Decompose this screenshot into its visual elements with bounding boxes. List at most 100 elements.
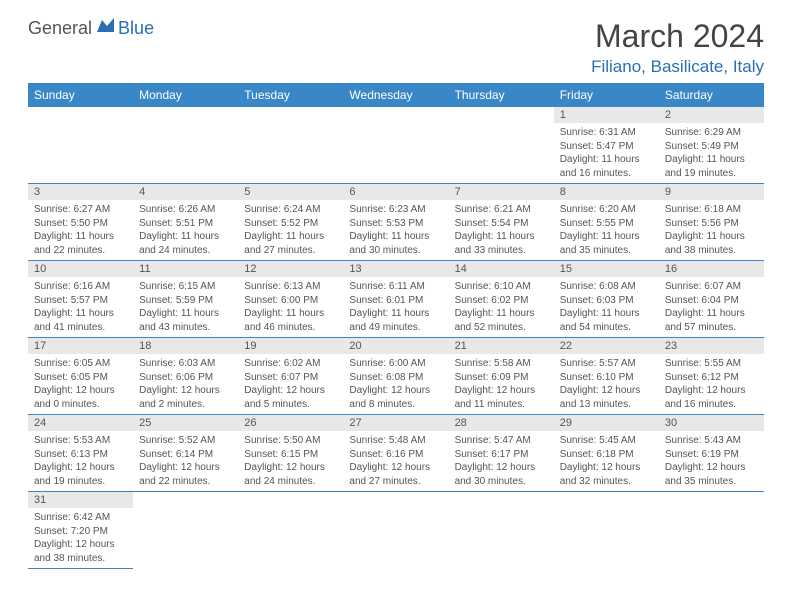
day-line-d1: Daylight: 12 hours — [34, 538, 127, 552]
day-line-ss: Sunset: 6:07 PM — [244, 371, 337, 385]
day-line-d2: and 27 minutes. — [244, 244, 337, 258]
day-line-d1: Daylight: 11 hours — [244, 307, 337, 321]
day-line-sr: Sunrise: 6:11 AM — [349, 280, 442, 294]
day-line-d2: and 57 minutes. — [665, 321, 758, 335]
day-line-d2: and 30 minutes. — [455, 475, 548, 489]
day-info: Sunrise: 5:48 AMSunset: 6:16 PMDaylight:… — [343, 431, 448, 491]
day-line-d1: Daylight: 11 hours — [665, 153, 758, 167]
day-line-d2: and 27 minutes. — [349, 475, 442, 489]
day-line-sr: Sunrise: 6:00 AM — [349, 357, 442, 371]
calendar-cell — [238, 492, 343, 569]
day-line-ss: Sunset: 6:10 PM — [560, 371, 653, 385]
day-line-d2: and 54 minutes. — [560, 321, 653, 335]
day-info: Sunrise: 6:10 AMSunset: 6:02 PMDaylight:… — [449, 277, 554, 337]
day-line-d1: Daylight: 11 hours — [34, 307, 127, 321]
calendar-cell: 31Sunrise: 6:42 AMSunset: 7:20 PMDayligh… — [28, 492, 133, 569]
day-info: Sunrise: 6:03 AMSunset: 6:06 PMDaylight:… — [133, 354, 238, 414]
calendar-cell: 26Sunrise: 5:50 AMSunset: 6:15 PMDayligh… — [238, 415, 343, 492]
calendar-row: 1Sunrise: 6:31 AMSunset: 5:47 PMDaylight… — [28, 107, 764, 184]
day-number: 31 — [28, 492, 133, 508]
calendar-cell: 4Sunrise: 6:26 AMSunset: 5:51 PMDaylight… — [133, 184, 238, 261]
day-line-sr: Sunrise: 5:47 AM — [455, 434, 548, 448]
day-info: Sunrise: 6:11 AMSunset: 6:01 PMDaylight:… — [343, 277, 448, 337]
day-info: Sunrise: 6:13 AMSunset: 6:00 PMDaylight:… — [238, 277, 343, 337]
day-info: Sunrise: 6:20 AMSunset: 5:55 PMDaylight:… — [554, 200, 659, 260]
day-line-sr: Sunrise: 5:53 AM — [34, 434, 127, 448]
day-line-ss: Sunset: 6:09 PM — [455, 371, 548, 385]
day-number: 17 — [28, 338, 133, 354]
day-line-ss: Sunset: 6:18 PM — [560, 448, 653, 462]
calendar-cell: 24Sunrise: 5:53 AMSunset: 6:13 PMDayligh… — [28, 415, 133, 492]
day-line-ss: Sunset: 6:00 PM — [244, 294, 337, 308]
day-line-d2: and 19 minutes. — [34, 475, 127, 489]
day-number: 29 — [554, 415, 659, 431]
location-label: Filiano, Basilicate, Italy — [591, 57, 764, 77]
calendar-cell — [133, 492, 238, 569]
day-line-sr: Sunrise: 5:57 AM — [560, 357, 653, 371]
calendar-row: 31Sunrise: 6:42 AMSunset: 7:20 PMDayligh… — [28, 492, 764, 569]
day-line-d1: Daylight: 11 hours — [665, 230, 758, 244]
day-line-ss: Sunset: 5:47 PM — [560, 140, 653, 154]
day-line-d1: Daylight: 11 hours — [139, 307, 232, 321]
weekday-header: Tuesday — [238, 83, 343, 107]
calendar-cell: 15Sunrise: 6:08 AMSunset: 6:03 PMDayligh… — [554, 261, 659, 338]
day-line-sr: Sunrise: 5:58 AM — [455, 357, 548, 371]
calendar-cell — [659, 492, 764, 569]
day-number: 8 — [554, 184, 659, 200]
logo-text-blue: Blue — [118, 18, 154, 39]
day-number: 14 — [449, 261, 554, 277]
day-info: Sunrise: 6:27 AMSunset: 5:50 PMDaylight:… — [28, 200, 133, 260]
calendar-cell — [343, 107, 448, 184]
day-line-ss: Sunset: 6:13 PM — [34, 448, 127, 462]
day-info: Sunrise: 6:07 AMSunset: 6:04 PMDaylight:… — [659, 277, 764, 337]
day-line-sr: Sunrise: 6:26 AM — [139, 203, 232, 217]
day-info: Sunrise: 5:58 AMSunset: 6:09 PMDaylight:… — [449, 354, 554, 414]
day-line-ss: Sunset: 6:05 PM — [34, 371, 127, 385]
flag-icon — [96, 18, 116, 39]
day-line-ss: Sunset: 6:17 PM — [455, 448, 548, 462]
day-line-d1: Daylight: 12 hours — [665, 384, 758, 398]
day-line-d2: and 0 minutes. — [34, 398, 127, 412]
day-line-d1: Daylight: 12 hours — [349, 461, 442, 475]
day-line-d2: and 30 minutes. — [349, 244, 442, 258]
day-info: Sunrise: 6:21 AMSunset: 5:54 PMDaylight:… — [449, 200, 554, 260]
day-line-ss: Sunset: 6:06 PM — [139, 371, 232, 385]
day-line-d1: Daylight: 11 hours — [244, 230, 337, 244]
calendar-row: 24Sunrise: 5:53 AMSunset: 6:13 PMDayligh… — [28, 415, 764, 492]
day-line-d1: Daylight: 11 hours — [455, 230, 548, 244]
calendar-cell: 23Sunrise: 5:55 AMSunset: 6:12 PMDayligh… — [659, 338, 764, 415]
day-line-ss: Sunset: 5:56 PM — [665, 217, 758, 231]
day-info: Sunrise: 6:31 AMSunset: 5:47 PMDaylight:… — [554, 123, 659, 183]
calendar-cell: 11Sunrise: 6:15 AMSunset: 5:59 PMDayligh… — [133, 261, 238, 338]
day-number: 23 — [659, 338, 764, 354]
day-info: Sunrise: 6:18 AMSunset: 5:56 PMDaylight:… — [659, 200, 764, 260]
day-line-d2: and 35 minutes. — [665, 475, 758, 489]
day-line-d1: Daylight: 12 hours — [34, 384, 127, 398]
day-line-d1: Daylight: 12 hours — [455, 384, 548, 398]
weekday-header: Wednesday — [343, 83, 448, 107]
day-line-d1: Daylight: 12 hours — [455, 461, 548, 475]
day-line-ss: Sunset: 6:04 PM — [665, 294, 758, 308]
calendar-cell: 30Sunrise: 5:43 AMSunset: 6:19 PMDayligh… — [659, 415, 764, 492]
day-line-d1: Daylight: 12 hours — [665, 461, 758, 475]
day-line-ss: Sunset: 5:53 PM — [349, 217, 442, 231]
calendar-cell: 10Sunrise: 6:16 AMSunset: 5:57 PMDayligh… — [28, 261, 133, 338]
calendar-cell: 27Sunrise: 5:48 AMSunset: 6:16 PMDayligh… — [343, 415, 448, 492]
day-line-ss: Sunset: 6:16 PM — [349, 448, 442, 462]
day-line-sr: Sunrise: 6:03 AM — [139, 357, 232, 371]
day-line-ss: Sunset: 6:15 PM — [244, 448, 337, 462]
day-line-d2: and 49 minutes. — [349, 321, 442, 335]
day-number: 30 — [659, 415, 764, 431]
day-line-d2: and 11 minutes. — [455, 398, 548, 412]
calendar-cell: 13Sunrise: 6:11 AMSunset: 6:01 PMDayligh… — [343, 261, 448, 338]
day-line-sr: Sunrise: 6:18 AM — [665, 203, 758, 217]
day-line-sr: Sunrise: 6:29 AM — [665, 126, 758, 140]
day-number: 5 — [238, 184, 343, 200]
calendar-cell — [449, 107, 554, 184]
day-info: Sunrise: 6:05 AMSunset: 6:05 PMDaylight:… — [28, 354, 133, 414]
day-line-ss: Sunset: 5:50 PM — [34, 217, 127, 231]
day-line-d1: Daylight: 11 hours — [560, 307, 653, 321]
day-line-d2: and 43 minutes. — [139, 321, 232, 335]
day-line-d1: Daylight: 11 hours — [455, 307, 548, 321]
day-number: 13 — [343, 261, 448, 277]
